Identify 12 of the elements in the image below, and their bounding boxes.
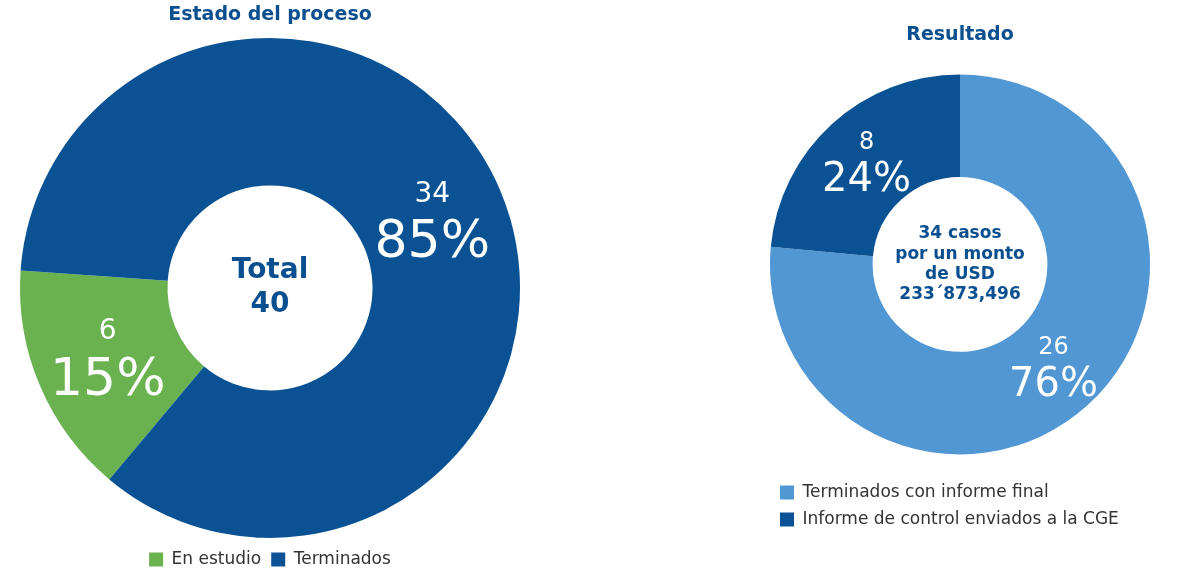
legend-label: Terminados xyxy=(292,547,392,568)
data-label: 8 24% xyxy=(822,127,912,201)
text: 34 casos por un monto de USD 233´873,496 xyxy=(895,222,1025,304)
legend-label: En estudio xyxy=(171,547,262,568)
data-label: 26 76% xyxy=(1008,332,1098,406)
legend-label: Informe de control enviados a la CGE xyxy=(802,507,1119,528)
chart-title: Resultado xyxy=(906,22,1014,45)
data-label: 34 85% xyxy=(374,175,491,270)
chart-title: Estado del proceso xyxy=(168,2,372,25)
text: Total 40 xyxy=(231,252,309,319)
data-label: 6 15% xyxy=(49,313,166,407)
legend-label: Terminados con informe final xyxy=(801,480,1049,501)
